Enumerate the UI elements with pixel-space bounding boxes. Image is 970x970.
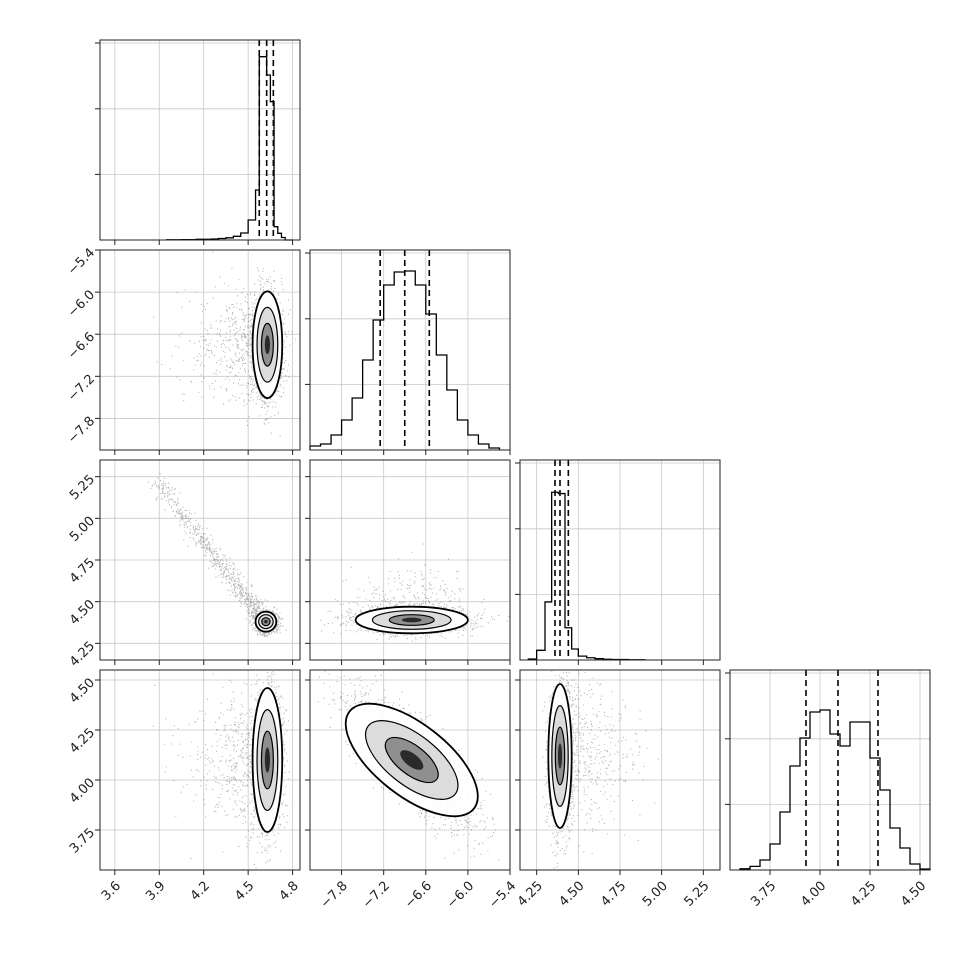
x-tick-label: 3.9 xyxy=(143,879,168,904)
scatter-panel-0-1 xyxy=(95,249,301,455)
histogram-panel-0 xyxy=(95,39,301,245)
x-tick-label: −7.8 xyxy=(318,879,351,912)
x-tick-label: 4.50 xyxy=(557,879,588,910)
density-contour xyxy=(264,335,270,355)
scatter-points xyxy=(153,251,297,437)
x-tick-label: 4.75 xyxy=(598,879,629,910)
density-contour xyxy=(557,743,563,769)
histogram-step xyxy=(527,491,646,661)
histogram-step xyxy=(166,56,293,241)
panel-background xyxy=(100,40,300,240)
scatter-dots xyxy=(147,473,287,638)
scatter-points xyxy=(320,543,510,642)
x-tick-label: 4.50 xyxy=(898,879,929,910)
panel-border xyxy=(729,669,931,871)
scatter-dots xyxy=(153,251,297,437)
y-tick-label: 4.75 xyxy=(67,555,98,586)
y-tick-label: 4.00 xyxy=(67,775,98,806)
y-tick-label: 5.25 xyxy=(67,472,98,503)
scatter-points xyxy=(152,671,290,870)
y-tick-label: −7.2 xyxy=(65,372,98,405)
panels-layer xyxy=(95,39,931,875)
panel-border xyxy=(99,669,301,871)
y-tick-label: −6.0 xyxy=(65,288,98,321)
y-tick-label: 3.75 xyxy=(67,825,98,856)
y-tick-label: −7.8 xyxy=(65,414,98,447)
x-tick-label: 4.00 xyxy=(798,879,829,910)
density-contour xyxy=(264,619,268,624)
x-tick-label: 4.25 xyxy=(848,879,879,910)
x-tick-label: 3.75 xyxy=(748,879,779,910)
y-tick-label: 4.25 xyxy=(67,639,98,670)
panel-background xyxy=(730,670,930,870)
histogram-panel-3 xyxy=(725,669,931,875)
scatter-panel-1-3 xyxy=(305,669,511,875)
panel-border xyxy=(99,249,301,451)
y-tick-label: −5.4 xyxy=(65,245,98,278)
x-tick-label: 4.8 xyxy=(277,879,302,904)
x-tick-label: −5.4 xyxy=(486,879,519,912)
y-tick-label: 4.25 xyxy=(67,725,98,756)
x-tick-label: 4.25 xyxy=(515,879,546,910)
x-tick-label: 5.25 xyxy=(682,879,713,910)
panel-border xyxy=(99,39,301,241)
scatter-points xyxy=(147,473,287,638)
scatter-panel-1-2 xyxy=(305,459,511,665)
x-tick-label: 4.5 xyxy=(232,879,257,904)
panel-border xyxy=(309,249,511,451)
panel-border xyxy=(309,669,511,871)
scatter-points xyxy=(317,670,500,861)
y-tick-label: −6.6 xyxy=(65,330,98,363)
x-tick-label: −6.6 xyxy=(402,879,435,912)
scatter-points xyxy=(542,670,662,869)
x-tick-label: 5.00 xyxy=(640,879,671,910)
histogram-step xyxy=(739,709,931,870)
x-tick-label: 3.6 xyxy=(99,879,124,904)
y-tick-label: 4.50 xyxy=(67,675,98,706)
x-tick-label: −7.2 xyxy=(360,879,393,912)
scatter-panel-2-3 xyxy=(515,669,721,875)
density-contour xyxy=(400,750,424,770)
scatter-panel-0-2 xyxy=(95,459,301,665)
scatter-dots xyxy=(542,670,662,869)
density-contour xyxy=(401,617,422,623)
panel-background xyxy=(310,250,510,450)
histogram-panel-1 xyxy=(305,249,511,455)
x-tick-label: 4.2 xyxy=(188,879,213,904)
scatter-panel-0-3 xyxy=(95,669,301,875)
x-tick-label: −6.0 xyxy=(444,879,477,912)
histogram-panel-2 xyxy=(515,459,721,665)
density-contour xyxy=(264,747,270,773)
y-tick-label: 5.00 xyxy=(67,514,98,545)
y-tick-label: 4.50 xyxy=(67,597,98,628)
